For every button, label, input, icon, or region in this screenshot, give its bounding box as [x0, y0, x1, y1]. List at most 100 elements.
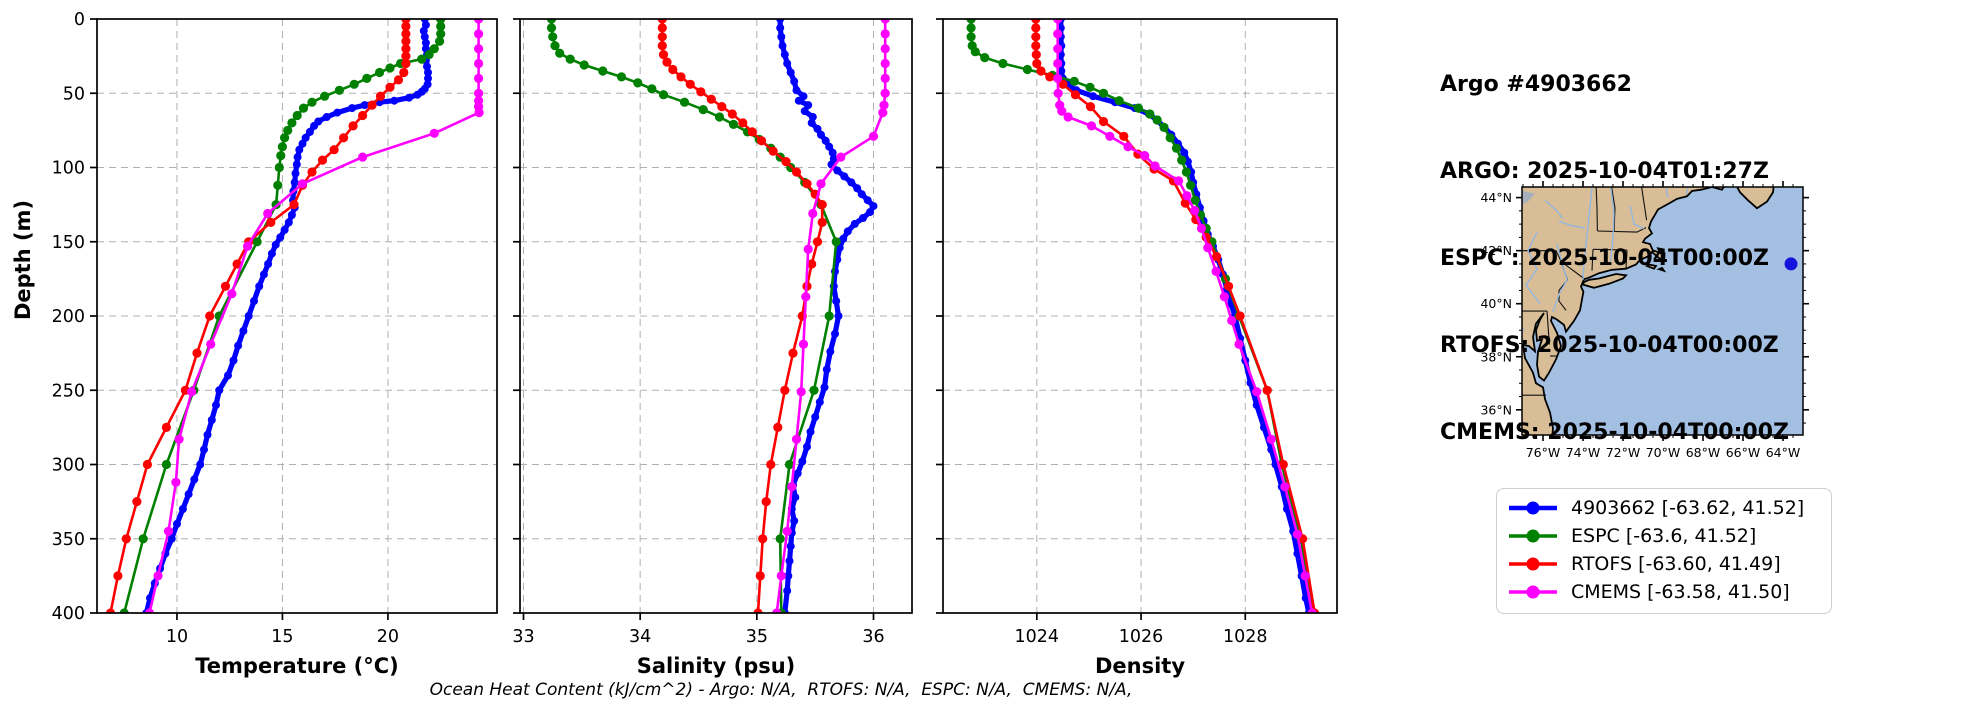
map-lat-label: 38°N [1480, 349, 1512, 364]
data-point-marker [1085, 102, 1096, 112]
data-point-marker [358, 110, 368, 121]
data-point-marker [880, 73, 890, 83]
data-point-marker [307, 97, 317, 107]
data-point-marker [831, 237, 841, 247]
float-id-title: Argo #4903662 [1440, 72, 1632, 97]
map-lon-label: 74°W [1566, 445, 1601, 460]
data-point-marker [301, 133, 310, 142]
river [1609, 188, 1615, 262]
data-point-marker [252, 237, 262, 247]
data-point-marker [853, 184, 862, 193]
data-point-marker [334, 85, 344, 95]
data-point-marker [1053, 19, 1063, 24]
data-point-marker [1053, 29, 1063, 39]
data-point-marker [317, 155, 328, 165]
data-point-marker [807, 259, 817, 269]
data-point-marker [776, 571, 786, 581]
x-tick-label: 34 [629, 627, 651, 647]
temperature-axis-title: Temperature (°C) [195, 654, 398, 678]
depth-tick-label: 400 [52, 604, 85, 624]
map-lat-label: 44°N [1480, 190, 1512, 205]
data-point-marker [1224, 281, 1234, 291]
data-point-marker [401, 58, 411, 69]
temperature-panel: 10 15 20050100150200250300350400Temperatur… [52, 10, 498, 678]
data-point-marker [1196, 223, 1207, 233]
data-point-marker [756, 136, 767, 146]
data-point-marker [803, 244, 813, 254]
data-point-marker [474, 19, 484, 24]
data-point-marker [817, 200, 827, 210]
location-map: 44°N 42°N 40°N 38°N 36°N 76°W 74°W 72°W 70°W 68°W… [1480, 181, 1809, 460]
data-point-marker [435, 36, 445, 46]
data-point-marker [276, 151, 286, 161]
data-point-marker [791, 493, 800, 502]
data-point-marker [825, 142, 834, 151]
data-point-marker [776, 23, 785, 32]
map-lon-label: 66°W [1726, 445, 1761, 460]
data-point-marker [421, 20, 430, 29]
data-point-marker [153, 571, 163, 581]
data-point-marker [207, 416, 216, 424]
data-point-marker [728, 119, 739, 129]
data-point-marker [1181, 167, 1191, 177]
info-header: Argo #4903662 ARGO: 2025-10-04T01:27Z ES… [1440, 12, 1789, 505]
data-point-marker [393, 75, 404, 85]
x-tick-label: 10 [166, 627, 188, 647]
land-island [1645, 263, 1658, 270]
data-point-marker [178, 505, 187, 513]
data-point-marker [657, 23, 667, 33]
data-point-marker [436, 21, 446, 31]
data-point-marker [144, 608, 155, 613]
data-point-marker [831, 329, 839, 338]
data-point-marker [474, 58, 484, 69]
data-point-marker [869, 202, 878, 211]
data-point-marker [284, 218, 293, 227]
data-point-marker [788, 348, 798, 358]
data-point-marker [293, 153, 302, 162]
river [1629, 205, 1645, 230]
data-point-marker [292, 110, 302, 121]
river [1552, 243, 1568, 312]
x-tick-label: 20 [377, 627, 399, 647]
data-point-marker [966, 23, 976, 33]
data-point-marker [1252, 387, 1262, 397]
data-point-marker [843, 227, 852, 236]
map-lon-label: 76°W [1526, 445, 1561, 460]
state-border [1591, 249, 1594, 271]
data-point-marker [817, 217, 827, 227]
data-point-marker [755, 571, 765, 581]
data-point-marker [1063, 112, 1073, 122]
river [1665, 188, 1669, 198]
data-point-marker [401, 44, 411, 54]
land-mainland [1522, 187, 1725, 435]
data-point-marker [255, 282, 264, 291]
data-point-marker [780, 50, 789, 59]
data-point-marker [203, 430, 212, 439]
data-point-marker [1053, 44, 1063, 54]
data-point-marker [264, 260, 273, 268]
land-cape-cod [1650, 247, 1666, 263]
depth-tick-label: 200 [52, 307, 85, 327]
state-border [1641, 187, 1648, 221]
data-point-marker [1031, 32, 1041, 42]
data-point-marker [1031, 23, 1041, 33]
data-point-marker [474, 73, 484, 83]
legend-line-marker-icon [1509, 529, 1557, 543]
data-point-marker [132, 497, 142, 507]
data-point-marker [777, 32, 786, 41]
ohc-footer: Ocean Heat Content (kJ/cm^2) - Argo: N/A… [429, 680, 1133, 700]
data-point-marker [840, 172, 849, 181]
data-point-marker [850, 219, 859, 228]
data-point-marker [1053, 58, 1063, 69]
data-point-marker [161, 422, 171, 432]
data-point-marker [815, 398, 824, 407]
data-point-marker [792, 86, 801, 95]
data-point-marker [295, 145, 304, 154]
data-point-marker [232, 259, 242, 269]
data-point-marker [809, 385, 819, 395]
x-tick-label: 15 [271, 627, 293, 647]
data-point-marker [263, 208, 273, 219]
data-point-marker [793, 469, 802, 478]
depth-tick-label: 350 [52, 530, 85, 550]
data-point-marker [196, 460, 205, 469]
